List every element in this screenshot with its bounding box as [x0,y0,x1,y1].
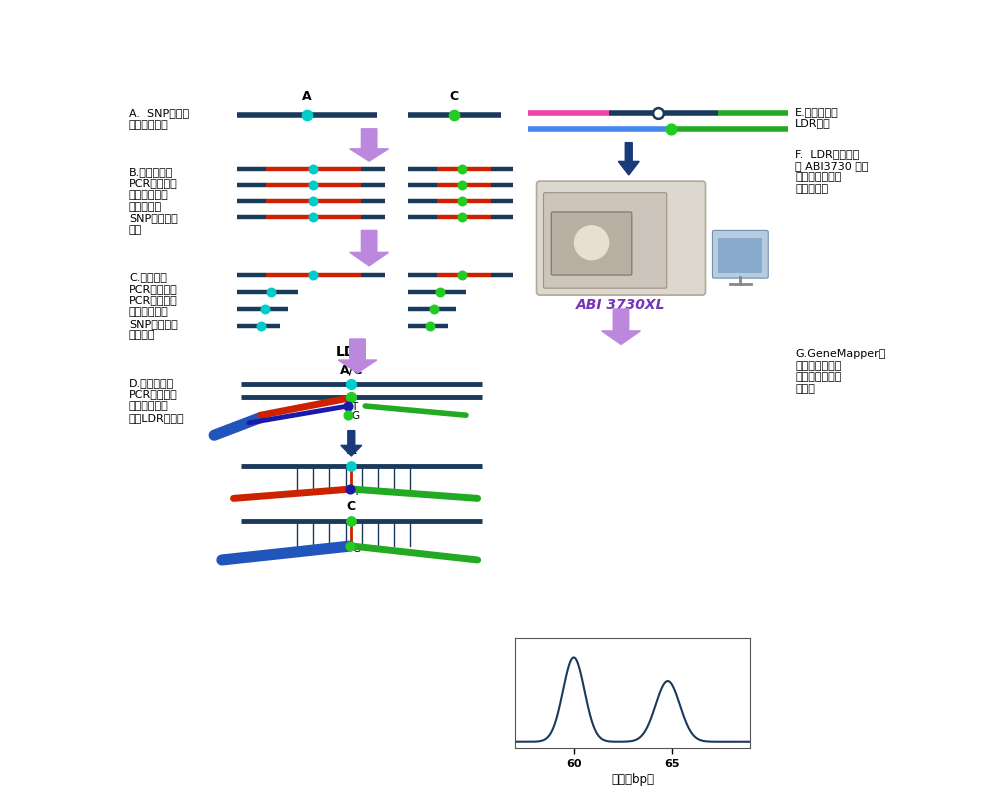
FancyBboxPatch shape [551,212,632,276]
Point [257,303,273,316]
Point [343,379,359,392]
Text: B.多重长片段
PCR跨越高同
源区段，实现
特异性扩增
SNP位点侧翼
序列: B.多重长片段 PCR跨越高同 源区段，实现 特异性扩增 SNP位点侧翼 序列 [129,166,178,234]
Text: C: C [450,90,459,103]
FancyArrow shape [602,310,640,345]
Point [305,269,321,282]
Text: A: A [302,90,312,103]
Text: T: T [351,401,358,411]
Point [454,179,470,192]
Point [432,286,448,299]
Text: G: G [353,543,361,553]
FancyArrow shape [350,130,388,162]
Text: G: G [351,410,359,421]
Text: T: T [353,486,359,496]
Point [342,483,358,496]
Point [343,460,359,473]
Point [663,123,679,136]
FancyArrow shape [350,231,388,267]
Point [305,163,321,176]
FancyArrow shape [618,144,639,176]
Point [253,320,269,333]
Point [305,179,321,192]
Text: D.以多重巢式
PCR扩增产物
为模板，进行
多重LDR反应。: D.以多重巢式 PCR扩增产物 为模板，进行 多重LDR反应。 [129,377,184,422]
FancyBboxPatch shape [537,182,705,296]
Point [305,195,321,208]
Text: LDR: LDR [336,345,367,358]
Text: A: A [346,444,356,457]
Text: E.长度不同的
LDR产物: E.长度不同的 LDR产物 [795,106,839,128]
Point [426,303,442,316]
Text: A.  SNP位点的
两个等位基因: A. SNP位点的 两个等位基因 [129,108,189,130]
Point [305,212,321,225]
Point [343,391,359,404]
X-axis label: 长度（bp）: 长度（bp） [611,772,654,785]
Point [454,269,470,282]
FancyBboxPatch shape [712,231,768,279]
Point [454,163,470,176]
Point [343,515,359,528]
Text: G.GeneMapper读
数，根据片段大
小区分不同等位
基因。: G.GeneMapper读 数，根据片段大 小区分不同等位 基因。 [795,349,886,393]
Point [340,400,356,413]
Point [422,320,438,333]
Text: C: C [347,500,356,513]
Text: F.  LDR反应产物
在 ABI3730 基因
测序仪上进行毛
细管电泳。: F. LDR反应产物 在 ABI3730 基因 测序仪上进行毛 细管电泳。 [795,149,869,194]
Point [650,108,666,121]
Point [446,109,462,122]
FancyArrow shape [338,340,377,373]
Point [342,540,358,553]
Text: C.多重巢式
PCR以上一步
PCR产物为模
板特异性扩增
SNP侧翼小片
段序列。: C.多重巢式 PCR以上一步 PCR产物为模 板特异性扩增 SNP侧翼小片 段序… [129,272,178,340]
Point [299,109,315,122]
FancyBboxPatch shape [718,238,762,273]
Point [340,410,356,423]
Point [454,212,470,225]
FancyArrow shape [341,431,362,457]
FancyBboxPatch shape [544,194,667,289]
Point [454,195,470,208]
Text: A/C: A/C [340,363,363,375]
Text: ABI 3730XL: ABI 3730XL [576,298,666,311]
Point [263,286,279,299]
Circle shape [574,226,609,260]
